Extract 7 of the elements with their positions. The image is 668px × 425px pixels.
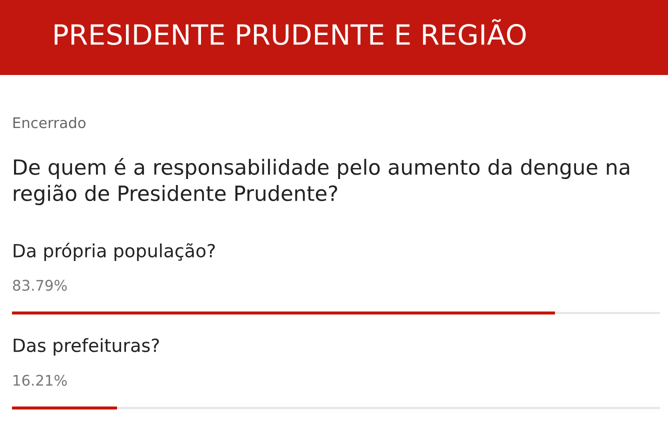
text: Encerrado (13, 116, 86, 128)
data-label: 83.79% (12, 280, 67, 291)
y-tick-label: Da própria população? (14, 242, 215, 261)
y-tick-label: Das prefeituras? (14, 338, 159, 356)
data-label: 16.21% (14, 374, 67, 386)
chart-title: PRESIDENTE PRUDENTE E REGIÃO (54, 19, 526, 46)
chart-subtitle: De quem é a responsabilidade pelo aumento da dengue na região de Presidente Prudente? (14, 158, 630, 206)
